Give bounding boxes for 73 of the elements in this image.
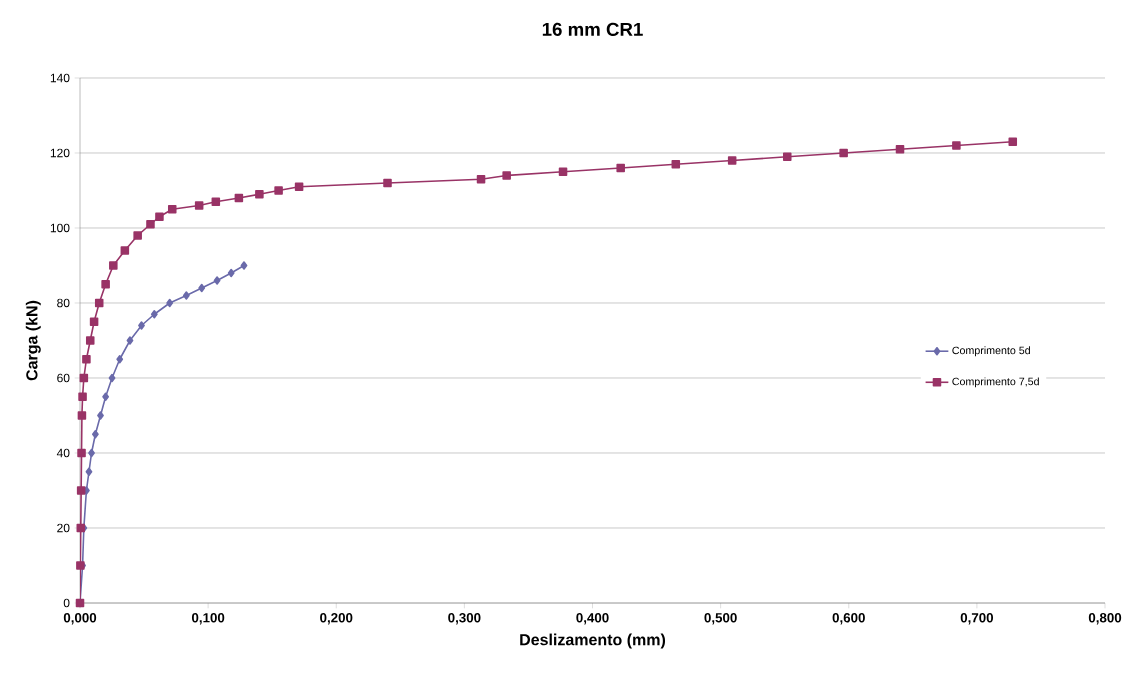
point bbox=[167, 204, 177, 214]
point bbox=[383, 178, 392, 188]
point bbox=[558, 167, 568, 177]
point bbox=[234, 193, 244, 203]
x-tick-label: 0,600 bbox=[832, 613, 865, 625]
point bbox=[182, 291, 190, 300]
point bbox=[78, 392, 87, 402]
point bbox=[77, 411, 87, 420]
point bbox=[116, 354, 124, 364]
point bbox=[1008, 137, 1018, 147]
point bbox=[727, 156, 737, 165]
point bbox=[839, 148, 848, 158]
point bbox=[255, 189, 264, 199]
x-tick-label: 0,200 bbox=[320, 613, 353, 625]
point bbox=[150, 309, 158, 319]
point bbox=[102, 392, 110, 402]
point bbox=[76, 523, 86, 533]
point bbox=[213, 276, 221, 285]
point bbox=[77, 448, 86, 458]
legend-label: Comprimento 7,5d bbox=[952, 377, 1039, 388]
point bbox=[133, 231, 142, 240]
point bbox=[109, 261, 118, 270]
point bbox=[616, 163, 625, 173]
point bbox=[146, 219, 155, 229]
point bbox=[274, 186, 283, 195]
y-axis-title: Carga (kN) bbox=[25, 300, 41, 381]
point bbox=[76, 486, 86, 495]
point bbox=[198, 283, 206, 293]
point bbox=[194, 201, 204, 210]
x-tick-label: 0,500 bbox=[704, 613, 737, 625]
point bbox=[671, 159, 681, 169]
point bbox=[211, 197, 221, 207]
point bbox=[108, 373, 116, 383]
point bbox=[79, 373, 89, 383]
point bbox=[94, 298, 104, 308]
x-axis-title: Deslizamento (mm) bbox=[520, 633, 666, 649]
y-tick-label: 80 bbox=[57, 298, 70, 308]
x-tick-label: 0,400 bbox=[576, 613, 609, 625]
x-tick-label: 0,800 bbox=[1088, 613, 1122, 625]
point bbox=[895, 144, 905, 154]
point bbox=[476, 174, 486, 184]
point bbox=[82, 354, 91, 364]
y-tick-label: 20 bbox=[57, 523, 70, 533]
point bbox=[294, 182, 304, 192]
y-tick-label: 140 bbox=[50, 73, 70, 83]
legend-label: Comprimento 5d bbox=[952, 346, 1030, 357]
point bbox=[240, 261, 248, 270]
y-tick-label: 0 bbox=[63, 598, 70, 608]
point bbox=[166, 298, 174, 308]
point bbox=[91, 429, 99, 439]
point bbox=[97, 411, 104, 420]
point bbox=[502, 171, 511, 180]
y-tick-label: 60 bbox=[57, 373, 70, 383]
point bbox=[120, 246, 130, 255]
point bbox=[85, 336, 95, 345]
x-tick-label: 0,300 bbox=[448, 613, 481, 625]
point bbox=[89, 317, 99, 327]
chart-title: 16 mm CR1 bbox=[542, 22, 643, 36]
x-tick-label: 0,000 bbox=[63, 613, 97, 625]
point bbox=[783, 152, 792, 162]
y-tick-label: 100 bbox=[50, 223, 70, 233]
point bbox=[126, 336, 134, 345]
point bbox=[952, 141, 961, 150]
y-tick-label: 40 bbox=[56, 448, 70, 458]
point bbox=[227, 268, 235, 278]
point bbox=[155, 212, 164, 222]
x-tick-label: 0,100 bbox=[191, 613, 225, 625]
point bbox=[101, 279, 110, 289]
point bbox=[138, 321, 145, 330]
point bbox=[88, 448, 95, 458]
point bbox=[85, 467, 93, 477]
x-tick-label: 0,700 bbox=[960, 613, 994, 625]
y-tick-label: 120 bbox=[50, 148, 70, 158]
